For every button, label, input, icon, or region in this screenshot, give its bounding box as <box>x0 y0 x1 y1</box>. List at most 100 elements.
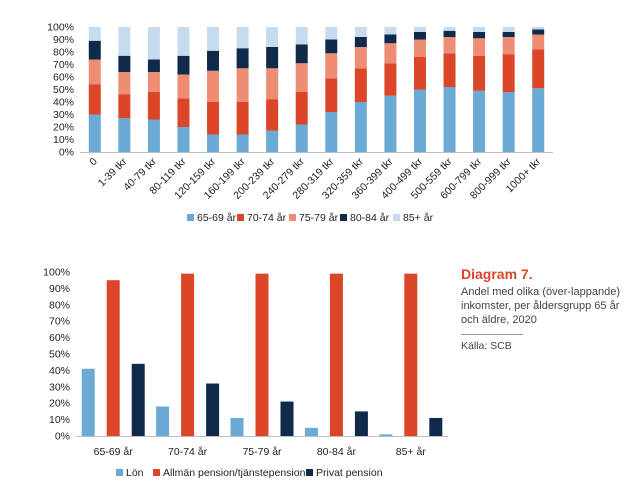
bar-segment <box>502 92 515 152</box>
bar-segment <box>354 68 367 102</box>
bar-segment <box>413 27 426 32</box>
bar-segment <box>354 27 367 37</box>
x-tick-label: 65-69 år <box>94 446 134 458</box>
bar <box>230 417 244 436</box>
bar-segment <box>325 53 338 79</box>
legend-swatch <box>340 214 347 221</box>
bar <box>379 434 393 436</box>
y-tick-label: 20% <box>53 122 74 134</box>
bar-segment <box>443 37 456 54</box>
bar-segment <box>443 30 456 37</box>
bar <box>304 427 318 436</box>
bar-segment <box>443 27 456 31</box>
bar <box>81 368 95 436</box>
bar-segment <box>502 37 515 55</box>
y-tick-label: 80% <box>49 299 70 311</box>
legend-label: Privat pension <box>316 467 383 479</box>
bar <box>181 273 195 436</box>
y-tick-label: 0% <box>59 147 74 159</box>
y-tick-label: 80% <box>53 47 74 59</box>
bar <box>255 273 269 436</box>
diagram-caption: Diagram 7. Andel med olika (över-lappand… <box>461 266 621 352</box>
caption-divider <box>461 334 523 335</box>
bar-segment <box>88 27 101 41</box>
bar <box>354 411 368 436</box>
bar-segment <box>354 102 367 152</box>
y-tick-label: 40% <box>49 365 70 377</box>
y-tick-label: 10% <box>49 414 70 426</box>
bar-segment <box>266 47 279 69</box>
bar-segment <box>266 27 279 47</box>
legend-label: 85+ år <box>403 212 434 224</box>
bar-segment <box>295 44 308 64</box>
y-tick-label: 70% <box>53 59 74 71</box>
legend-swatch <box>306 469 313 476</box>
bar-segment <box>88 84 101 115</box>
y-tick-label: 100% <box>47 22 74 34</box>
bar-segment <box>236 48 249 69</box>
bar-segment <box>118 118 131 152</box>
y-tick-label: 40% <box>53 97 74 109</box>
bar-segment <box>266 68 279 100</box>
bar-segment <box>118 27 131 56</box>
bar-segment <box>325 27 338 40</box>
y-tick-label: 10% <box>53 134 74 146</box>
bar-segment <box>443 53 456 87</box>
y-tick-label: 70% <box>49 316 70 328</box>
y-tick-label: 50% <box>53 84 74 96</box>
bar-segment <box>325 39 338 54</box>
legend-label: Allmän pension/tjänstepension <box>163 467 306 479</box>
bar-segment <box>325 78 338 112</box>
caption-title: Diagram 7. <box>461 266 533 282</box>
bar-segment <box>236 102 249 135</box>
bar-segment <box>532 29 545 35</box>
bar-segment <box>532 34 545 50</box>
bar-segment <box>207 27 220 51</box>
bar-segment <box>532 88 545 152</box>
caption-text: Andel med olika (över-lappande) inkomste… <box>461 286 620 326</box>
x-tick-label: 70-74 år <box>168 446 208 458</box>
legend-swatch <box>237 214 244 221</box>
legend-swatch <box>289 214 296 221</box>
bar-segment <box>118 72 131 95</box>
bar-segment <box>473 32 486 39</box>
y-tick-label: 30% <box>49 381 70 393</box>
bar-segment <box>354 47 367 69</box>
bar-segment <box>118 55 131 72</box>
y-tick-label: 90% <box>53 34 74 46</box>
bar-segment <box>532 49 545 89</box>
bar-segment <box>147 119 160 152</box>
y-tick-label: 20% <box>49 398 70 410</box>
bar-segment <box>236 68 249 102</box>
bar-segment <box>147 59 160 72</box>
bar-segment <box>502 27 515 32</box>
legend-swatch <box>393 214 400 221</box>
y-tick-label: 50% <box>49 349 70 361</box>
bar-segment <box>88 114 101 152</box>
legend-swatch <box>153 469 160 476</box>
bar-segment <box>532 27 545 30</box>
bar-segment <box>325 112 338 152</box>
bar <box>106 280 120 436</box>
bar-segment <box>384 27 397 35</box>
bar-segment <box>413 57 426 90</box>
bar-segment <box>118 94 131 119</box>
y-tick-label: 100% <box>43 267 70 279</box>
y-tick-label: 60% <box>49 332 70 344</box>
bar-segment <box>354 37 367 47</box>
stacked-income-chart: 0%10%20%30%40%50%60%70%80%90%100%01-39 t… <box>47 22 553 224</box>
bar-segment <box>266 130 279 152</box>
legend-label: 75-79 år <box>299 212 339 224</box>
legend-label: 70-74 år <box>247 212 287 224</box>
legend-label: Lön <box>126 467 144 479</box>
bar <box>131 363 145 436</box>
bar-segment <box>207 102 220 135</box>
bar-segment <box>384 43 397 64</box>
bar <box>404 273 418 436</box>
bar-segment <box>147 72 160 92</box>
bar-segment <box>384 63 397 96</box>
bar-segment <box>473 90 486 152</box>
bar-segment <box>473 27 486 32</box>
caption-source: Källa: SCB <box>461 340 512 352</box>
legend-label: 65-69 år <box>197 212 237 224</box>
